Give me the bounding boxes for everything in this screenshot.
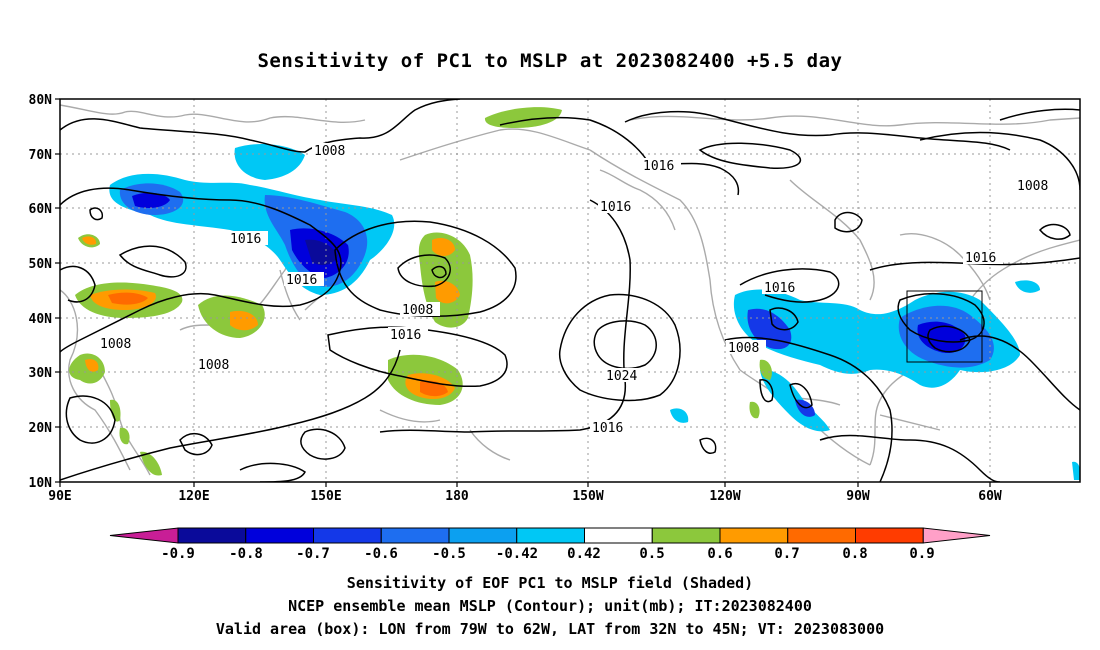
chart-title: Sensitivity of PC1 to MSLP at 2023082400… bbox=[257, 50, 843, 72]
lat-label: 80N bbox=[29, 93, 53, 108]
lon-label: 90E bbox=[48, 489, 71, 504]
contour-label: 1008 bbox=[198, 358, 229, 373]
lat-label: 50N bbox=[29, 257, 53, 272]
colorbar-label: 0.9 bbox=[909, 546, 934, 562]
lat-label: 40N bbox=[29, 312, 53, 327]
colorbar-segment bbox=[584, 527, 653, 544]
mslp-contours bbox=[60, 99, 1080, 482]
contour-label: 1008 bbox=[314, 144, 345, 159]
lat-label: 60N bbox=[29, 202, 53, 217]
contour-label: 1016 bbox=[600, 200, 631, 215]
contour-label: 1016 bbox=[965, 251, 996, 266]
colorbar-segment bbox=[516, 527, 585, 544]
contour-label: 1016 bbox=[286, 273, 317, 288]
contour-label: 1008 bbox=[100, 337, 131, 352]
lat-label: 20N bbox=[29, 421, 53, 436]
colorbar-segment bbox=[313, 527, 382, 544]
lat-label: 10N bbox=[29, 476, 53, 491]
colorbar-label: 0.42 bbox=[567, 546, 601, 562]
coastlines bbox=[60, 104, 1080, 476]
colorbar bbox=[109, 527, 991, 544]
lon-label: 60W bbox=[978, 489, 1002, 504]
valid-area-box bbox=[906, 290, 983, 363]
contour-labels: 1008 1016 1016 1016 1008 1016 1008 1008 … bbox=[98, 143, 1055, 436]
graticule bbox=[60, 99, 1080, 482]
contour-label: 1016 bbox=[643, 159, 674, 174]
contour-label: 1008 bbox=[1017, 179, 1048, 194]
lon-label: 90W bbox=[846, 489, 870, 504]
colorbar-segment bbox=[855, 527, 924, 544]
colorbar-segment bbox=[380, 527, 450, 544]
colorbar-label: -0.9 bbox=[161, 546, 195, 562]
colorbar-label: -0.8 bbox=[229, 546, 263, 562]
colorbar-segment bbox=[651, 527, 721, 544]
lon-label: 150W bbox=[572, 489, 603, 504]
contour-label: 1008 bbox=[402, 303, 433, 318]
colorbar-label: 0.6 bbox=[707, 546, 732, 562]
colorbar-label: -0.42 bbox=[496, 546, 538, 562]
contour-label: 1008 bbox=[728, 341, 759, 356]
caption-shaded: Sensitivity of EOF PC1 to MSLP field (Sh… bbox=[346, 574, 754, 592]
colorbar-segment bbox=[787, 527, 856, 544]
colorbar-segment bbox=[177, 527, 247, 544]
lon-label: 120E bbox=[178, 489, 209, 504]
lat-label: 70N bbox=[29, 148, 53, 163]
contour-label: 1016 bbox=[764, 281, 795, 296]
colorbar-label: -0.6 bbox=[364, 546, 398, 562]
colorbar-segment bbox=[245, 527, 314, 544]
lon-label: 180 bbox=[445, 489, 469, 504]
lon-label: 150E bbox=[310, 489, 341, 504]
colorbar-label: 0.5 bbox=[639, 546, 664, 562]
axis-ticks bbox=[55, 98, 991, 487]
colorbar-segment bbox=[719, 527, 789, 544]
colorbar-segment bbox=[448, 527, 518, 544]
colorbar-label: -0.5 bbox=[432, 546, 466, 562]
colorbar-label: -0.7 bbox=[296, 546, 330, 562]
contour-label: 1024 bbox=[606, 369, 637, 384]
colorbar-label: 0.8 bbox=[842, 546, 867, 562]
contour-label: 1016 bbox=[390, 328, 421, 343]
colorbar-right-cap bbox=[922, 527, 991, 544]
colorbar-left-cap bbox=[109, 527, 179, 544]
colorbar-labels: -0.9 -0.8 -0.7 -0.6 -0.5 -0.42 0.42 0.5 … bbox=[161, 546, 935, 562]
map-frame bbox=[59, 98, 1081, 483]
caption-valid-area: Valid area (box): LON from 79W to 62W, L… bbox=[215, 620, 885, 638]
caption-contour: NCEP ensemble mean MSLP (Contour); unit(… bbox=[288, 597, 812, 615]
lat-label: 30N bbox=[29, 366, 53, 381]
sensitivity-shading bbox=[69, 107, 1080, 480]
colorbar-label: 0.7 bbox=[774, 546, 799, 562]
lon-label: 120W bbox=[709, 489, 740, 504]
contour-label: 1016 bbox=[592, 421, 623, 436]
contour-label: 1016 bbox=[230, 232, 261, 247]
